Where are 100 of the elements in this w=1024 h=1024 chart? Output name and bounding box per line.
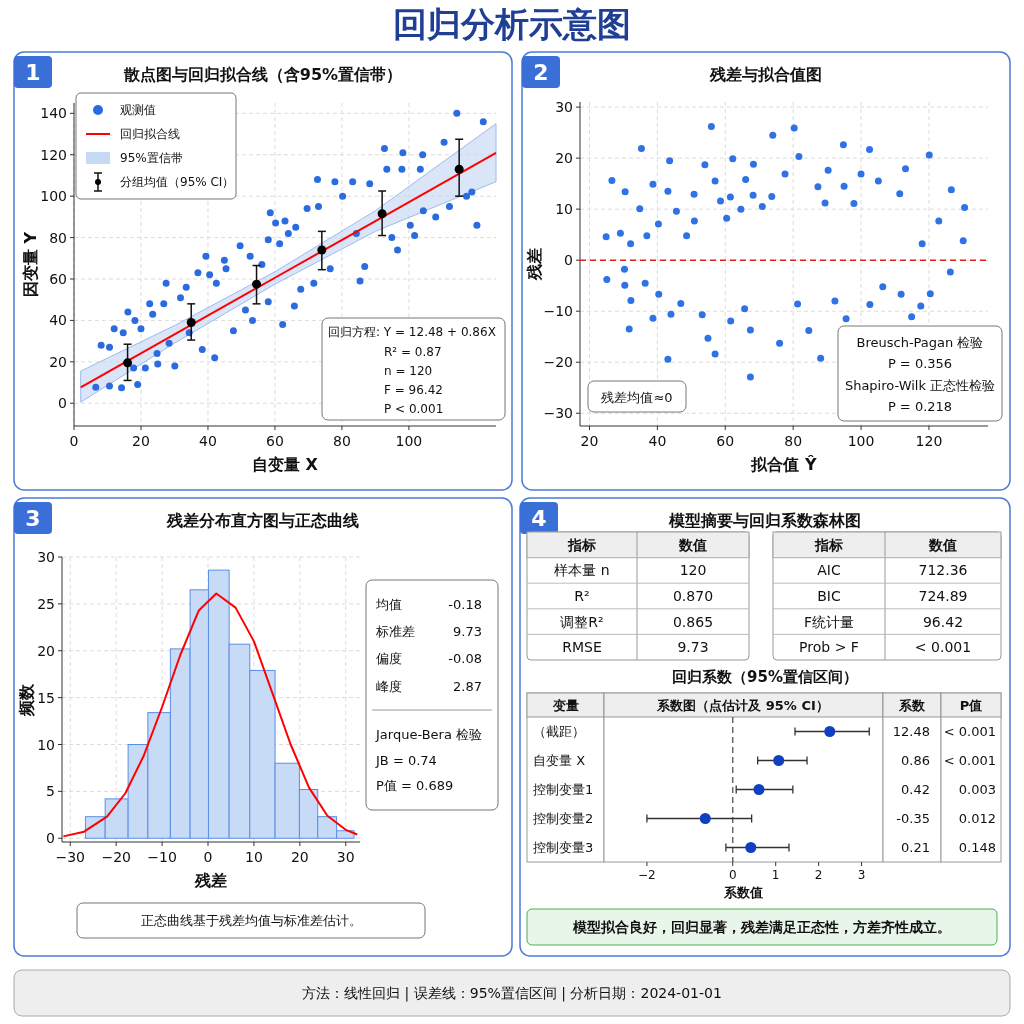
annotation: 回归方程: Y = 12.48 + 0.86X [328, 325, 496, 339]
point [699, 813, 711, 824]
point [252, 279, 262, 289]
y-tick-label: 25 [37, 595, 55, 612]
annotation: F = 96.42 [384, 383, 443, 397]
x-tick-label: 0 [69, 433, 79, 449]
y-tick-label: 控制变量1 [533, 782, 594, 797]
text: 4 [531, 505, 547, 531]
y-tick-label: −10 [543, 303, 573, 320]
x-tick-label: −10 [147, 849, 177, 865]
chart-title: 回归系数（95%置信区间） [672, 668, 858, 686]
y-tick-label: 控制变量2 [533, 811, 594, 826]
x-tick-label: −20 [101, 849, 131, 865]
text: 模型拟合良好，回归显著，残差满足正态性，方差齐性成立。 [572, 919, 951, 935]
text: 712.36 [918, 562, 968, 579]
y-tick-label: 自变量 X [533, 753, 586, 768]
text: -0.08 [448, 650, 482, 666]
x-axis-title: 系数值 [723, 884, 763, 900]
text: 标准差 [375, 623, 415, 639]
text: -0.35 [896, 811, 930, 826]
y-tick-label: −30 [543, 405, 573, 422]
x-tick-label: −2 [638, 868, 656, 882]
text: P值 [959, 697, 983, 713]
text: 2 [533, 59, 549, 85]
line-series [62, 592, 359, 838]
y-tick-label: 20 [49, 353, 67, 370]
text: 回归分析示意图 [393, 4, 631, 44]
x-tick-label: 60 [716, 433, 735, 449]
annotation: Shapiro-Wilk 正态性检验 [844, 377, 996, 393]
text: F统计量 [803, 613, 855, 630]
y-tick-label: 80 [49, 229, 67, 246]
text: 模型摘要与回归系数森林图 [668, 510, 861, 530]
text: < 0.001 [914, 639, 972, 656]
text: AIC [817, 562, 841, 579]
x-axis-title: 自变量 X [252, 454, 319, 474]
chart-title: 残差分布直方图与正态曲线 [166, 510, 359, 530]
y-tick-label: 0 [58, 395, 67, 412]
point [186, 317, 196, 327]
y-tick-label: −20 [543, 354, 573, 371]
text: 正态曲线基于残差均值与标准差估计。 [140, 912, 362, 928]
legend-label: 观测值 [120, 103, 156, 117]
text: 系数图（点估计及 95% CI） [656, 697, 829, 713]
text: 12.48 [892, 724, 930, 739]
y-tick-label: 140 [40, 105, 67, 122]
y-tick-label: 控制变量3 [533, 840, 594, 855]
y-axis-title: 残差 [524, 248, 544, 281]
x-tick-label: 80 [784, 433, 803, 449]
x-tick-label: 1 [771, 868, 780, 882]
point [753, 784, 765, 795]
annotation: R² = 0.87 [384, 345, 442, 359]
chart-title: 散点图与回归拟合线（含95%置信带） [122, 64, 403, 84]
x-axis-title: 残差 [194, 870, 227, 890]
text: 0.21 [901, 840, 930, 855]
y-tick-label: 10 [555, 201, 573, 218]
x-tick-label: 3 [857, 868, 866, 882]
legend-label: 分组均值（95% CI） [120, 175, 235, 189]
x-tick-label: 2 [814, 868, 823, 882]
annotation: n = 120 [384, 364, 433, 378]
text: 0.870 [672, 588, 714, 604]
y-tick-label: 20 [37, 642, 55, 659]
text: 均值 [375, 596, 402, 612]
text: 1 [25, 59, 41, 85]
text: 120 [679, 562, 707, 579]
text: < 0.001 [943, 724, 996, 739]
point [123, 358, 133, 368]
x-tick-label: 60 [266, 433, 284, 449]
text: -0.18 [448, 596, 482, 612]
text: Prob > F [799, 639, 859, 656]
point [824, 726, 836, 737]
annotation: P < 0.001 [384, 402, 444, 416]
x-tick-label: 20 [132, 433, 150, 449]
x-tick-label: 30 [336, 849, 355, 865]
x-tick-label: 40 [648, 433, 667, 449]
annotation: P = 0.356 [887, 355, 953, 371]
text: 0.42 [901, 782, 930, 797]
x-tick-label: 40 [199, 433, 217, 449]
point [377, 209, 387, 219]
y-axis-title: 因变量 Y [20, 231, 40, 298]
text: 系数 [898, 697, 926, 713]
chart-title: 残差与拟合值图 [709, 64, 822, 84]
x-tick-label: 100 [847, 433, 875, 449]
y-tick-label: 5 [46, 783, 55, 800]
text: RMSE [562, 639, 602, 656]
point [454, 164, 464, 174]
text: P值 = 0.689 [376, 777, 454, 793]
text: 数值 [928, 536, 957, 553]
text: 峰度 [376, 678, 402, 694]
text: 9.73 [453, 623, 482, 639]
y-tick-label: 100 [40, 188, 67, 205]
text: 调整R² [560, 613, 604, 630]
x-tick-label: 10 [245, 849, 263, 865]
text: 指标 [814, 536, 843, 553]
annotation: 残差均值≈0 [601, 389, 673, 405]
text: 0.86 [901, 753, 930, 768]
point [317, 245, 327, 255]
x-axis-title: 拟合值 Ŷ [750, 454, 817, 474]
y-tick-label: 120 [40, 146, 67, 163]
text: 9.73 [677, 639, 709, 656]
x-tick-label: 120 [915, 433, 943, 449]
text: 偏度 [376, 650, 402, 666]
